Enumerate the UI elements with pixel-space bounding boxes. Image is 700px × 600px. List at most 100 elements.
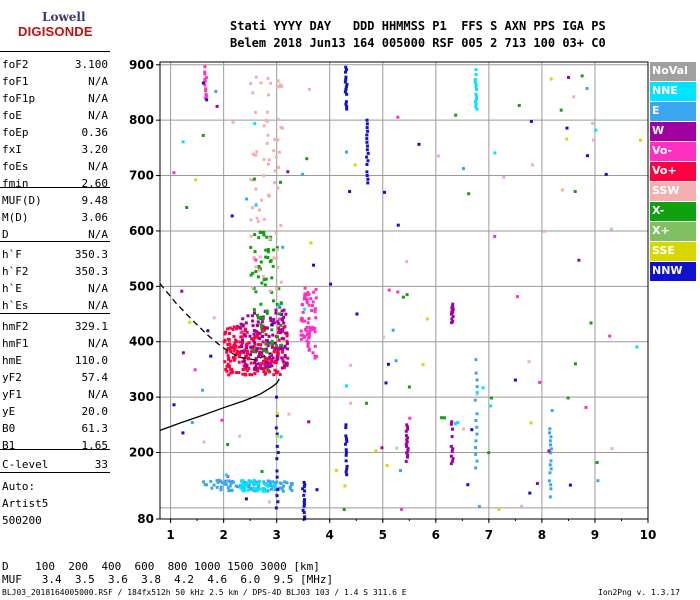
echo-point — [249, 178, 253, 182]
echo-point — [303, 515, 307, 519]
echo-point — [277, 304, 281, 308]
echo-point — [345, 467, 349, 471]
echo-point — [274, 231, 278, 235]
echo-point — [401, 295, 405, 299]
echo-point — [474, 446, 478, 450]
echo-point — [474, 419, 478, 423]
echo-point — [264, 361, 268, 365]
param-key: foEs — [2, 160, 29, 173]
echo-point — [237, 355, 241, 359]
echo-point — [260, 469, 264, 473]
echo-point — [262, 217, 266, 221]
echo-point — [260, 353, 264, 357]
echo-point — [267, 93, 271, 97]
param-key: fxI — [2, 143, 22, 156]
echo-point — [302, 335, 306, 339]
echo-point — [315, 488, 319, 492]
echo-point — [299, 318, 303, 322]
echo-point — [436, 154, 440, 158]
echo-point — [400, 507, 404, 511]
echo-point — [266, 76, 270, 80]
echo-point — [365, 140, 369, 144]
echo-point — [344, 65, 348, 69]
y-tick-label: 700 — [129, 169, 154, 183]
echo-point — [279, 301, 283, 305]
echo-point — [281, 350, 285, 354]
echo-point — [244, 497, 248, 501]
echo-point — [344, 87, 348, 91]
echo-point — [261, 489, 265, 493]
y-tick-label: 400 — [129, 335, 154, 349]
echo-point — [450, 427, 454, 431]
echo-point — [236, 352, 240, 356]
param-value: 33 — [94, 458, 108, 471]
echo-point — [267, 334, 271, 338]
echo-point — [281, 245, 285, 249]
echo-point — [253, 372, 257, 376]
echo-point — [268, 361, 272, 365]
echo-points — [172, 65, 642, 521]
echo-point — [274, 308, 278, 312]
echo-point — [404, 429, 408, 433]
echo-point — [277, 317, 281, 321]
echo-point — [451, 319, 455, 323]
echo-point — [365, 401, 369, 405]
echo-point — [259, 347, 263, 351]
echo-point — [267, 500, 271, 504]
echo-point — [273, 481, 277, 485]
echo-point — [275, 475, 279, 479]
echo-point — [265, 326, 269, 330]
param-key: foF1 — [2, 75, 29, 88]
echo-point — [271, 299, 275, 303]
echo-point — [282, 321, 286, 325]
distance-row: D 100 200 400 600 800 1000 1500 3000 [km… — [2, 560, 320, 573]
echo-point — [253, 233, 257, 237]
echo-point — [228, 342, 232, 346]
echo-point — [240, 335, 244, 339]
echo-point — [254, 203, 258, 207]
echo-point — [240, 480, 244, 484]
echo-point — [475, 392, 479, 396]
param-yf2: yF2 57.4 — [2, 371, 108, 387]
echo-point — [261, 317, 265, 321]
echo-point — [264, 489, 268, 493]
echo-point — [577, 258, 581, 262]
echo-point — [262, 367, 266, 371]
echo-point — [302, 500, 306, 504]
param-fof1p: foF1p N/A — [2, 92, 108, 108]
echo-point — [474, 100, 478, 104]
echo-point — [261, 274, 265, 278]
echo-point — [275, 480, 279, 484]
echo-point — [405, 293, 409, 297]
echo-point — [277, 338, 281, 342]
echo-point — [365, 137, 369, 141]
echo-point — [258, 337, 262, 341]
echo-point — [237, 371, 241, 375]
echo-point — [548, 471, 552, 475]
legend-item-vo-: Vo+ — [650, 162, 696, 181]
echo-point — [302, 511, 306, 515]
echo-point — [280, 366, 284, 370]
echo-point — [241, 317, 245, 321]
echo-point — [550, 409, 554, 413]
echo-point — [548, 463, 552, 467]
echo-point — [365, 144, 369, 148]
echo-point — [305, 325, 309, 329]
echo-point — [215, 479, 219, 483]
echo-point — [405, 423, 409, 427]
echo-point — [274, 311, 278, 315]
echo-point — [276, 348, 280, 352]
echo-point — [233, 356, 237, 360]
echo-point — [276, 500, 280, 504]
echo-point — [224, 479, 228, 483]
param-key: B0 — [2, 422, 16, 435]
echo-point — [202, 480, 206, 484]
echo-point — [474, 73, 478, 77]
echo-point — [365, 170, 369, 174]
echo-point — [344, 470, 348, 474]
echo-point — [242, 332, 246, 336]
echo-point — [274, 155, 278, 159]
echo-point — [241, 324, 245, 328]
echo-point — [596, 479, 600, 483]
x-tick-label: 9 — [591, 528, 599, 542]
